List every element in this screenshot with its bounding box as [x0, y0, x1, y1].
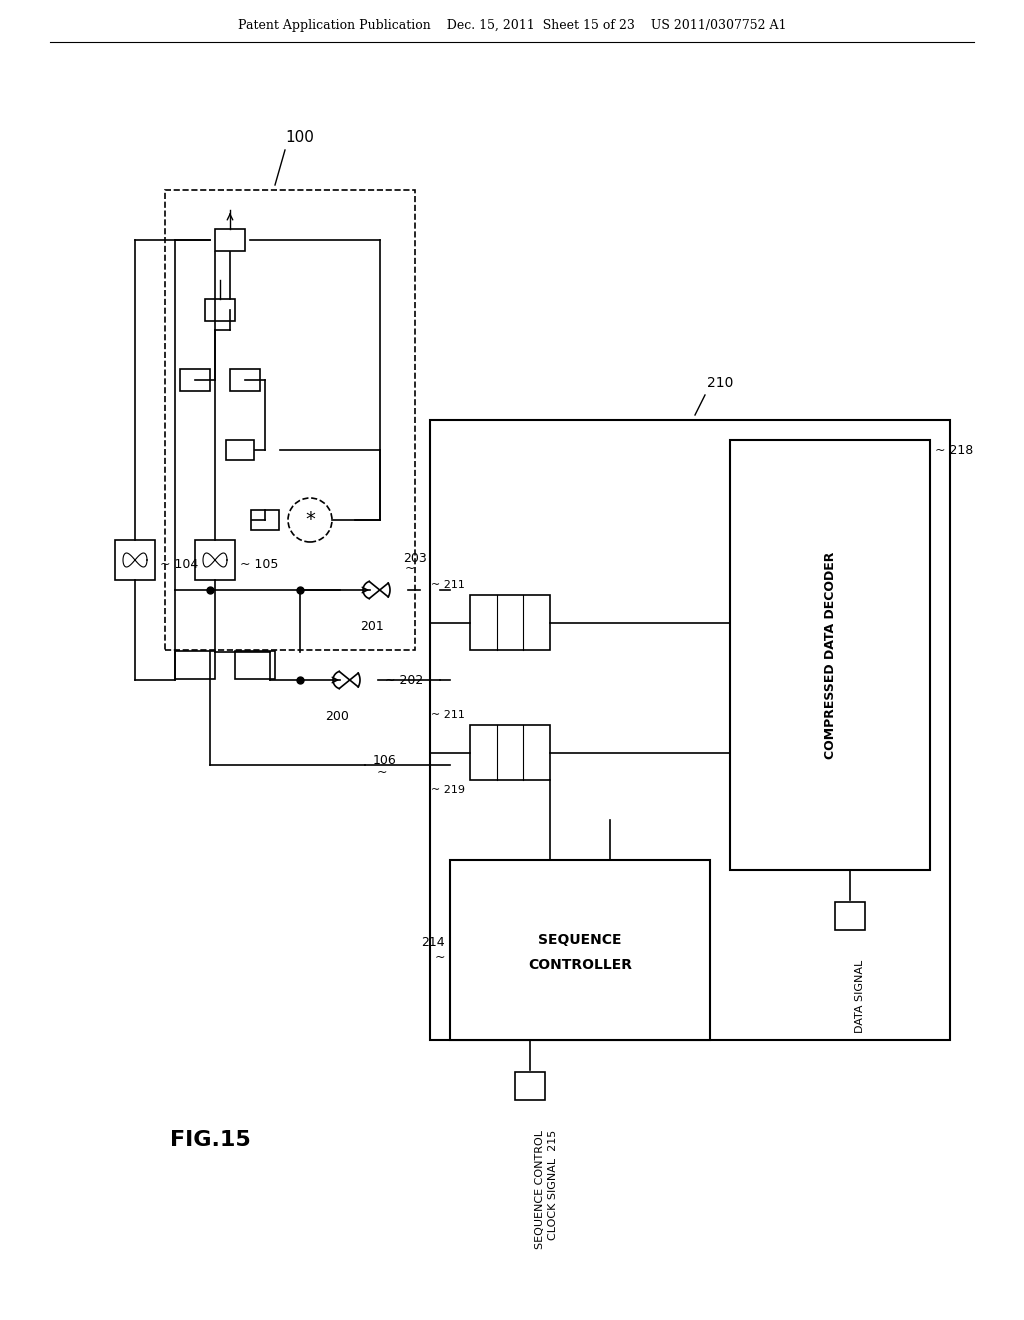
- Bar: [230, 370, 260, 391]
- Text: ~: ~: [404, 562, 416, 576]
- Bar: [470, 725, 550, 780]
- Text: ~ 211: ~ 211: [431, 579, 465, 590]
- Bar: [165, 190, 415, 649]
- Text: ~ 202: ~ 202: [385, 673, 423, 686]
- Text: SEQUENCE: SEQUENCE: [539, 933, 622, 946]
- Bar: [195, 540, 234, 579]
- Bar: [175, 651, 215, 678]
- Text: SEQUENCE CONTROL: SEQUENCE CONTROL: [535, 1130, 545, 1249]
- Text: 201: 201: [360, 620, 384, 634]
- Bar: [515, 1072, 545, 1100]
- Bar: [115, 540, 155, 579]
- Bar: [835, 902, 865, 931]
- Bar: [430, 420, 950, 1040]
- Text: COMPRESSED DATA DECODER: COMPRESSED DATA DECODER: [823, 552, 837, 759]
- Text: 106: 106: [373, 754, 397, 767]
- Text: 210: 210: [707, 376, 733, 389]
- Text: CLOCK SIGNAL  215: CLOCK SIGNAL 215: [548, 1130, 558, 1241]
- Text: FIG.15: FIG.15: [170, 1130, 251, 1150]
- Text: DATA SIGNAL: DATA SIGNAL: [855, 960, 865, 1034]
- Text: 214
~: 214 ~: [421, 936, 445, 964]
- Text: ~ 218: ~ 218: [935, 444, 973, 457]
- Bar: [226, 440, 254, 459]
- Text: 200: 200: [325, 710, 349, 723]
- Bar: [234, 651, 275, 678]
- Bar: [180, 370, 210, 391]
- Text: ~: ~: [377, 766, 387, 779]
- Text: ~ 219: ~ 219: [431, 785, 465, 795]
- Bar: [450, 861, 710, 1040]
- Bar: [215, 228, 245, 251]
- Text: ~ 105: ~ 105: [240, 558, 279, 572]
- Text: 100: 100: [286, 129, 314, 145]
- Bar: [470, 595, 550, 649]
- Text: 203: 203: [403, 552, 427, 565]
- Text: *: *: [305, 511, 315, 529]
- Bar: [205, 300, 234, 321]
- Bar: [730, 440, 930, 870]
- Text: Patent Application Publication    Dec. 15, 2011  Sheet 15 of 23    US 2011/03077: Patent Application Publication Dec. 15, …: [238, 18, 786, 32]
- Text: CONTROLLER: CONTROLLER: [528, 958, 632, 972]
- Text: ~ 104: ~ 104: [160, 558, 199, 572]
- Bar: [251, 510, 279, 531]
- Text: ~ 211: ~ 211: [431, 710, 465, 719]
